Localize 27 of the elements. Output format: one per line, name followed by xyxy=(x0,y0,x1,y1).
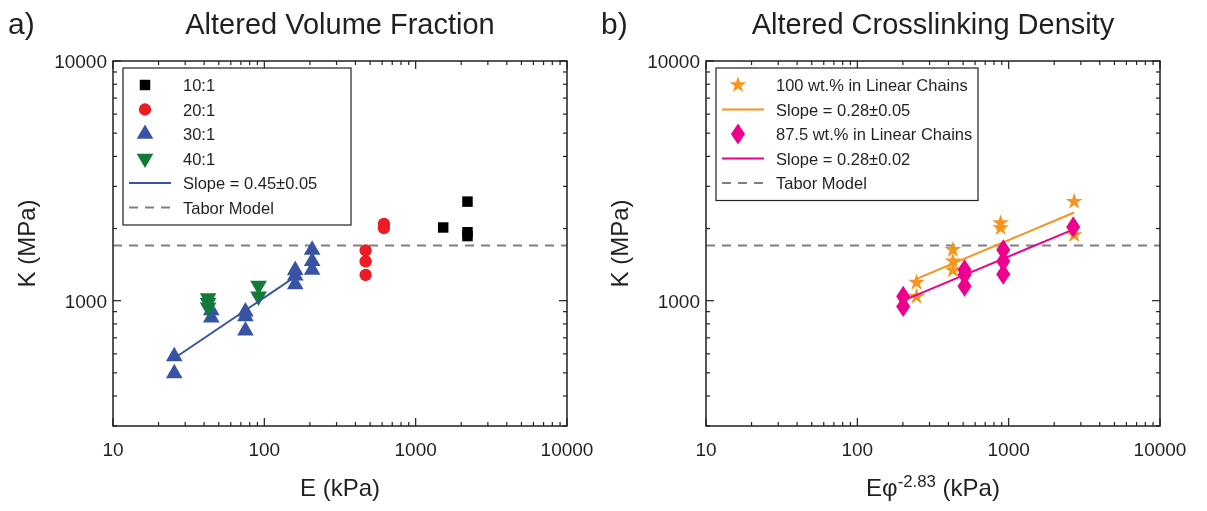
text: a) xyxy=(8,7,35,40)
legend-label: 87.5 wt.% in Linear Chains xyxy=(776,125,973,143)
legend-label: 40:1 xyxy=(183,149,216,168)
x-tick-label: 100 xyxy=(248,439,281,460)
text: b) xyxy=(601,7,628,40)
legend-label: Slope = 0.28±0.05 xyxy=(776,100,911,119)
y-axis-title: K (MPa) xyxy=(13,199,40,288)
legend-label: 10:1 xyxy=(183,76,216,94)
x-tick-label: 10000 xyxy=(1133,439,1187,460)
x-axis-title: Eφ$^{-2.83}$ (kPa) xyxy=(866,471,1000,501)
chart-title: Altered Crosslinking Density xyxy=(751,8,1115,40)
x-axis-title: E (kPa) xyxy=(299,474,381,501)
legend-label: Tabor Model xyxy=(183,198,274,217)
legend-label: 100 wt.% in Linear Chains xyxy=(776,76,968,94)
legend-label: Slope = 0.28±0.02 xyxy=(776,149,911,168)
x-tick-label: 10 xyxy=(695,439,717,460)
x-tick-label: 1000 xyxy=(394,439,437,460)
chart-title: Altered Volume Fraction xyxy=(185,8,495,40)
x-tick-label: 100 xyxy=(841,439,874,460)
x-tick-label: 1000 xyxy=(987,439,1030,460)
x-tick-label: 10000 xyxy=(540,439,594,460)
legend-label: 20:1 xyxy=(183,100,216,119)
y-axis-title: K (MPa) xyxy=(606,199,633,288)
legend-label: 30:1 xyxy=(183,125,216,143)
legend-label: Slope = 0.45±0.05 xyxy=(183,174,318,192)
x-tick-label: 10 xyxy=(102,439,124,460)
legend-label: Tabor Model xyxy=(776,174,867,192)
